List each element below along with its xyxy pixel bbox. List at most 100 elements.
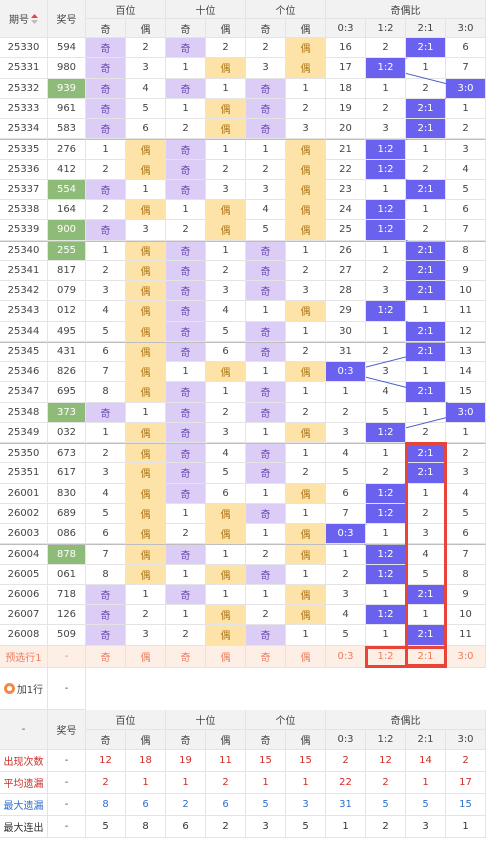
forecast-cell[interactable]: 0:3 [326,645,366,668]
number-cell: 673 [48,443,86,464]
forecast-cell[interactable]: 奇 [86,645,126,668]
hit-cell: 偶 [126,240,166,261]
stat-cell: 1 [406,771,446,794]
forecast-cell[interactable]: 偶 [206,645,246,668]
stat-cell: 3 [406,815,446,838]
number-cell: 961 [48,98,86,119]
hit-cell: 奇 [166,159,206,180]
hit-cell: 奇 [246,625,286,646]
miss-cell: 2 [166,119,206,140]
add-icon[interactable] [3,682,15,694]
sort-icon[interactable] [31,13,38,24]
sub-header: 偶 [286,19,326,38]
hit-cell: 奇 [246,341,286,362]
forecast-cell[interactable]: 奇 [246,645,286,668]
miss-cell: 2 [166,625,206,646]
stat-cell: 11 [206,749,246,772]
add-row-label[interactable]: 加1行 [16,684,44,696]
stat-cell: 2 [86,771,126,794]
miss-cell: 3 [326,584,366,605]
add-row-button[interactable]: 加1行 [0,667,48,710]
period-header[interactable]: 期号 [0,0,48,38]
forecast-cell[interactable]: 奇 [166,645,206,668]
stat-cell: 15 [446,793,486,816]
group-header: 十位 [166,709,246,730]
hit-cell: 奇 [86,58,126,79]
period-cell: 25342 [0,281,48,302]
miss-cell: 2 [286,463,326,484]
miss-cell: 11 [446,301,486,322]
miss-cell: 2 [206,260,246,281]
hit-cell: 偶 [206,220,246,241]
miss-cell: 3 [366,119,406,140]
stat-cell: 3 [286,793,326,816]
miss-cell: 3 [206,422,246,443]
period-cell: 26008 [0,625,48,646]
number-cell: 617 [48,463,86,484]
period-cell: 25348 [0,402,48,423]
sub-header: 奇 [86,729,126,750]
stat-label: 出现次数 [0,749,48,772]
miss-cell: 1 [166,564,206,585]
period-cell: 25343 [0,301,48,322]
miss-cell: 18 [326,78,366,99]
hit-cell: 偶 [126,544,166,565]
miss-cell: 3 [246,179,286,200]
miss-cell: 2 [126,38,166,59]
hit-cell: 奇 [246,443,286,464]
hit-cell: 1:2 [366,605,406,626]
group-header: 个位 [246,709,326,730]
sub-header: 偶 [286,729,326,750]
miss-cell: 2 [206,159,246,180]
period-cell: 26007 [0,605,48,626]
miss-cell: 3 [366,281,406,302]
hit-cell: 2:1 [406,260,446,281]
miss-cell: 1 [286,625,326,646]
forecast-cell[interactable]: 偶 [126,645,166,668]
miss-cell: 2 [166,524,206,545]
highlight-box [405,442,447,667]
period-cell: 25336 [0,159,48,180]
hit-cell: 偶 [286,139,326,160]
period-cell: 25332 [0,78,48,99]
miss-cell: 1 [286,382,326,403]
hit-cell: 0:3 [326,524,366,545]
forecast-cell[interactable]: 3:0 [446,645,486,668]
hit-cell: 奇 [166,584,206,605]
stat-cell: 2 [166,793,206,816]
hit-cell: 3:0 [446,402,486,423]
stat-cell: 17 [446,771,486,794]
stat-cell: 2 [326,749,366,772]
sub-header: 2:1 [406,729,446,750]
stat-value: - [48,815,86,838]
miss-cell: 1 [406,139,446,160]
period-cell: 25339 [0,220,48,241]
miss-cell: 1 [246,422,286,443]
miss-cell: 9 [446,260,486,281]
miss-cell: 7 [86,544,126,565]
number-cell: 817 [48,260,86,281]
miss-cell: 1 [126,402,166,423]
hit-cell: 1:2 [366,139,406,160]
miss-cell: 3 [286,281,326,302]
miss-cell: 5 [246,220,286,241]
number-cell: 061 [48,564,86,585]
number-cell: 276 [48,139,86,160]
sub-header: 0:3 [326,19,366,38]
hit-cell: 奇 [166,382,206,403]
hit-cell: 偶 [286,301,326,322]
period-cell: 25349 [0,422,48,443]
miss-cell: 8 [446,564,486,585]
hit-cell: 2:1 [406,281,446,302]
forecast-cell[interactable]: 偶 [286,645,326,668]
hit-cell: 偶 [126,483,166,504]
miss-cell: 3 [246,58,286,79]
hit-cell: 偶 [126,281,166,302]
number-cell: 431 [48,341,86,362]
miss-cell: 1 [366,78,406,99]
period-cell: 25351 [0,463,48,484]
period-cell: 25346 [0,362,48,383]
hit-cell: 偶 [126,362,166,383]
miss-cell: 1 [166,362,206,383]
miss-cell: 3 [126,220,166,241]
